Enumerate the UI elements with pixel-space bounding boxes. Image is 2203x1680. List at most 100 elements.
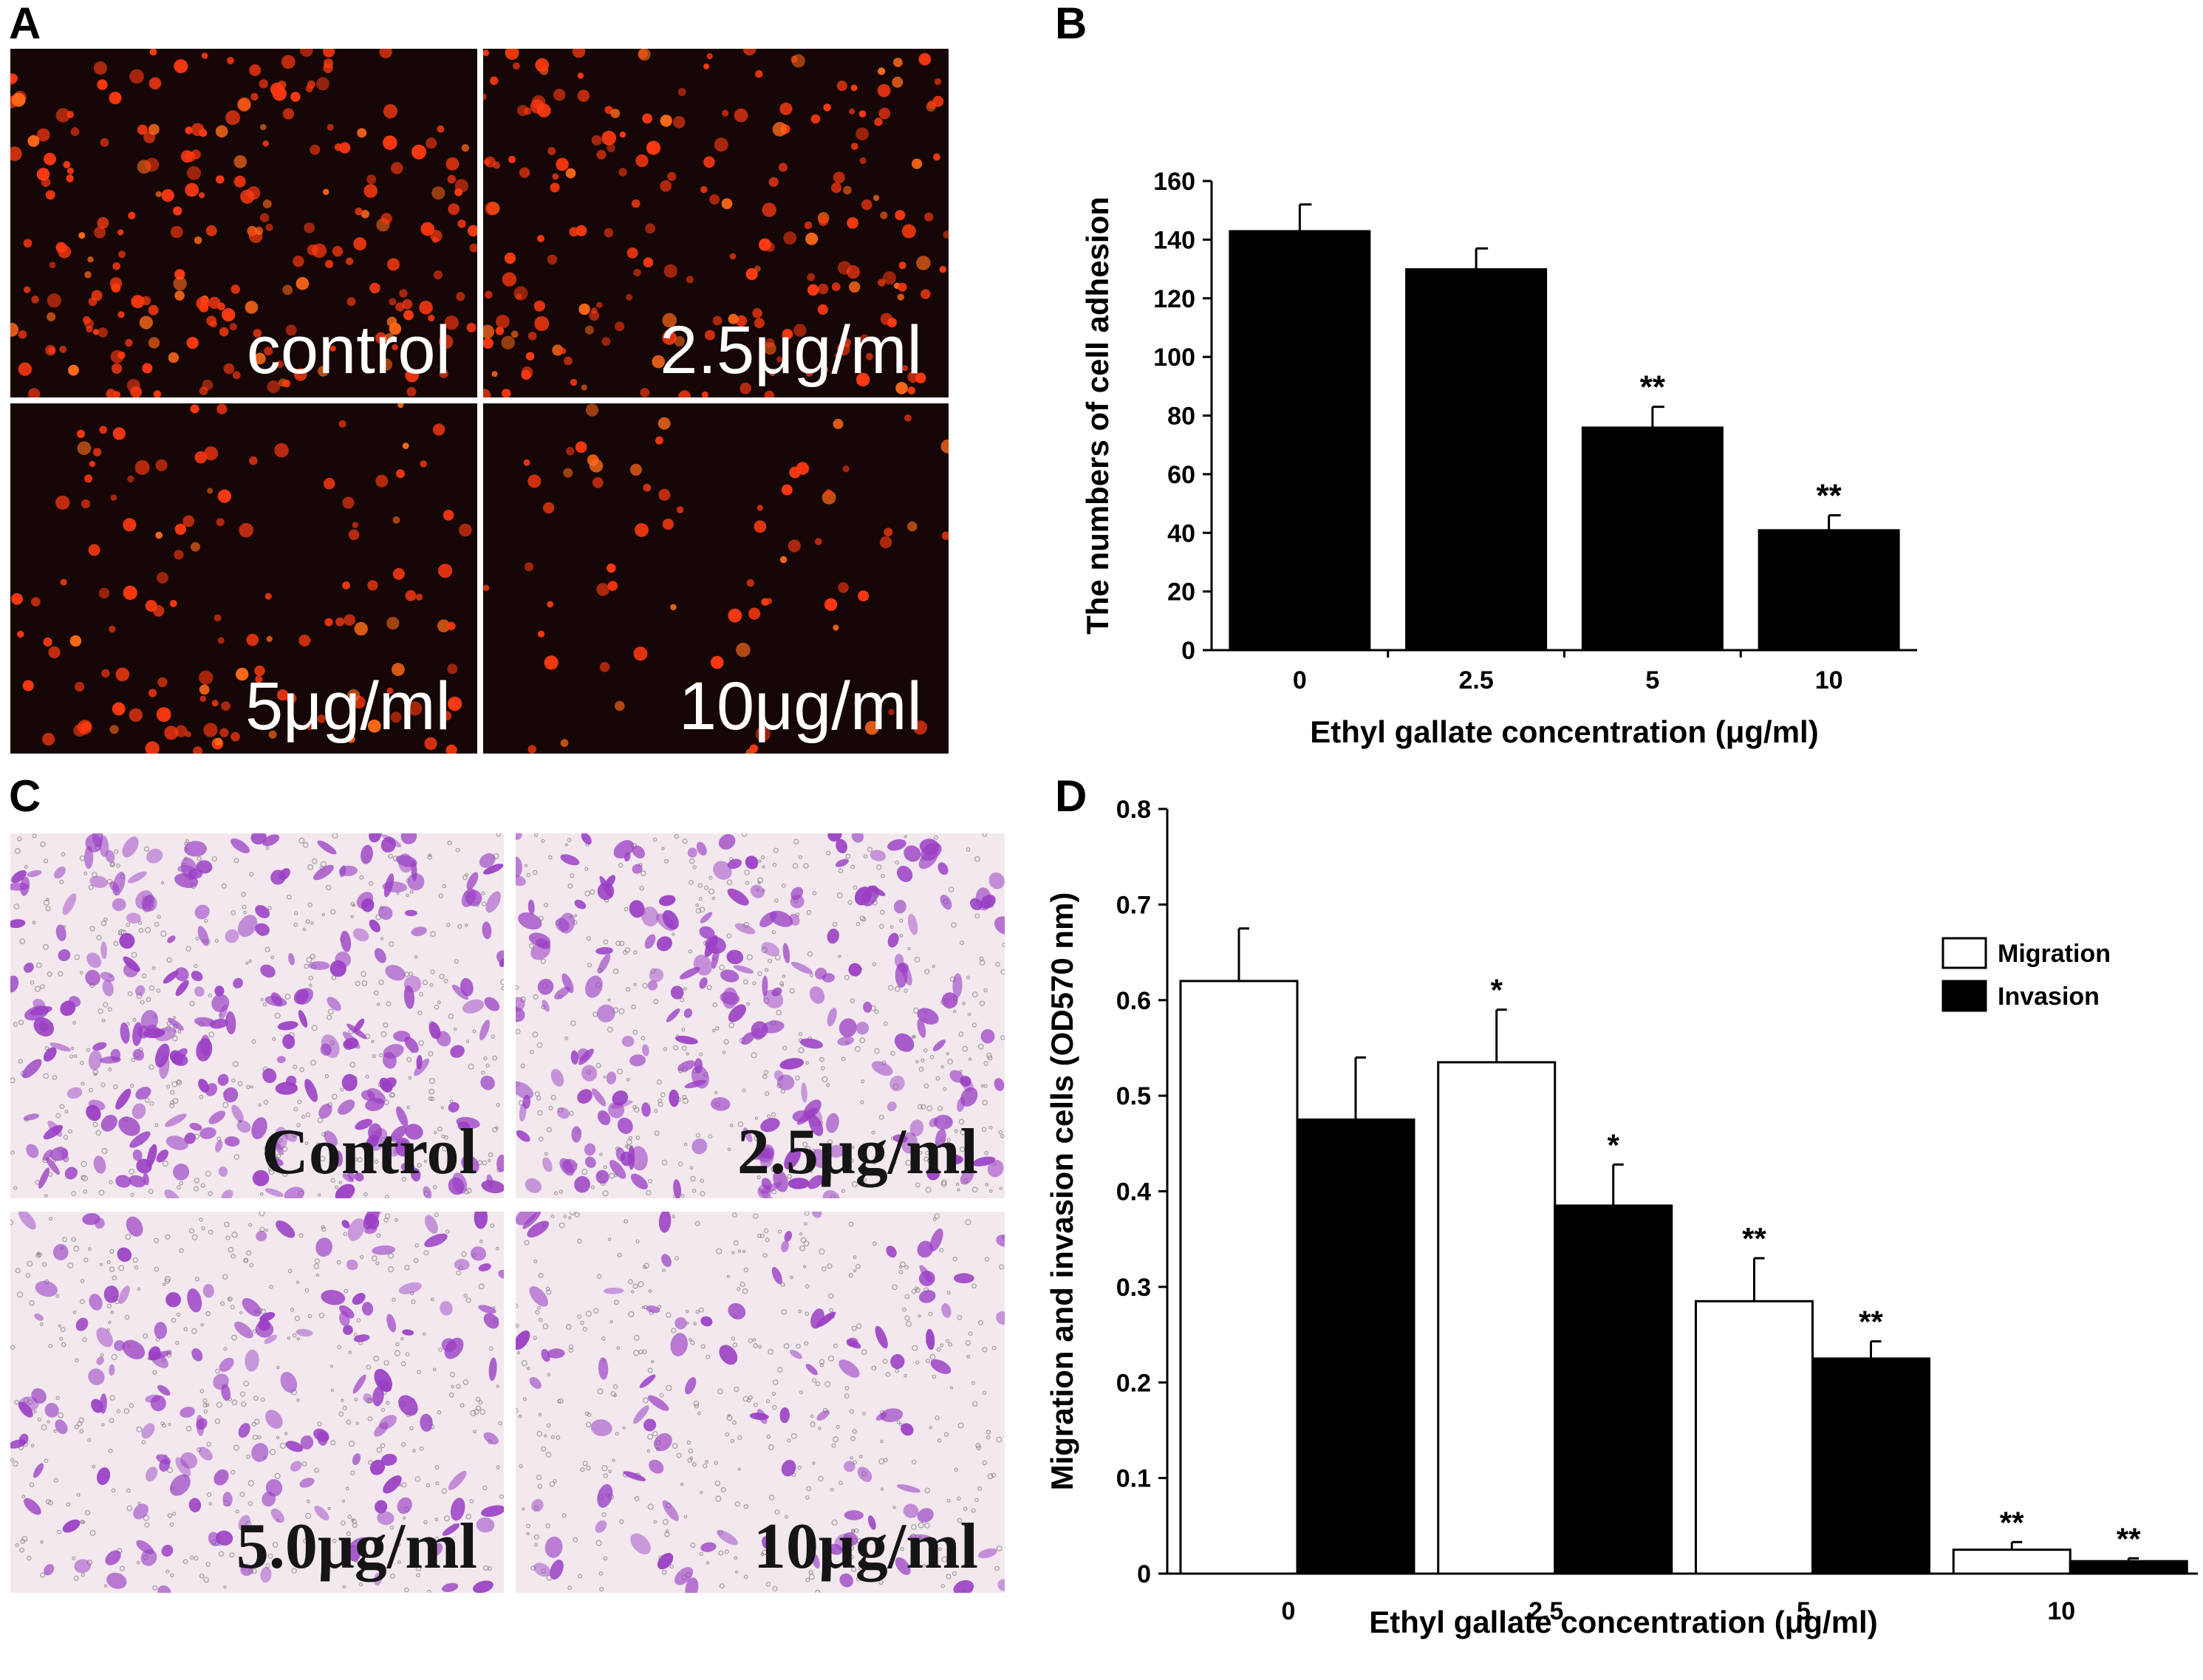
membrane-pore bbox=[324, 1074, 329, 1079]
stained-cell bbox=[33, 999, 46, 1010]
stained-cell bbox=[299, 1478, 315, 1488]
membrane-pore bbox=[646, 1190, 652, 1196]
stained-cell bbox=[411, 926, 427, 937]
fluorescent-cell bbox=[495, 327, 505, 335]
membrane-pore bbox=[780, 1282, 785, 1288]
membrane-pore bbox=[795, 1075, 800, 1081]
stained-cell bbox=[270, 1508, 284, 1523]
fluorescent-cell bbox=[670, 604, 677, 611]
membrane-pore bbox=[682, 1095, 687, 1100]
membrane-pore bbox=[376, 1447, 383, 1453]
fluorescent-cell bbox=[78, 232, 86, 239]
membrane-pore bbox=[131, 952, 137, 958]
membrane-pore bbox=[481, 1071, 485, 1075]
fluorescent-cell bbox=[217, 302, 225, 311]
membrane-pore bbox=[203, 1409, 208, 1414]
stained-cell bbox=[270, 1157, 284, 1167]
membrane-pore bbox=[228, 1246, 234, 1253]
membrane-pore bbox=[853, 1255, 857, 1260]
fluorescent-cell bbox=[403, 310, 414, 321]
stained-cell bbox=[42, 1149, 53, 1161]
membrane-pore bbox=[700, 1178, 704, 1183]
stained-cell bbox=[135, 1086, 151, 1100]
membrane-pore bbox=[895, 860, 900, 865]
membrane-pore bbox=[432, 1185, 437, 1189]
membrane-pore bbox=[602, 1190, 609, 1197]
membrane-pore bbox=[429, 983, 434, 987]
fluorescent-cell bbox=[805, 369, 813, 377]
membrane-pore bbox=[643, 1265, 647, 1269]
fluorescent-cell bbox=[266, 635, 273, 642]
stained-cell bbox=[585, 975, 603, 998]
membrane-pore bbox=[347, 1515, 352, 1519]
stained-cell bbox=[429, 1543, 443, 1557]
stained-cell bbox=[760, 1118, 780, 1133]
membrane-pore bbox=[521, 1360, 527, 1367]
stained-cell bbox=[646, 1305, 660, 1314]
stained-cell bbox=[597, 1110, 611, 1125]
stained-cell bbox=[679, 967, 700, 980]
fluorescent-cell bbox=[93, 448, 102, 457]
membrane-pore bbox=[948, 887, 954, 892]
stained-cell bbox=[474, 1212, 488, 1229]
membrane-pore bbox=[297, 1099, 302, 1104]
membrane-pore bbox=[310, 1059, 317, 1066]
stained-cell bbox=[642, 1044, 649, 1056]
membrane-pore bbox=[593, 1308, 599, 1314]
membrane-pore bbox=[492, 1127, 498, 1133]
stained-cell bbox=[816, 1410, 830, 1421]
membrane-pore bbox=[237, 1081, 243, 1087]
stained-cell bbox=[129, 1131, 151, 1148]
fluorescent-cell bbox=[281, 55, 296, 69]
membrane-pore bbox=[871, 1130, 875, 1135]
stained-cell bbox=[112, 898, 126, 912]
membrane-pore bbox=[912, 1459, 917, 1465]
stained-cell bbox=[148, 1350, 168, 1368]
membrane-pore bbox=[700, 1344, 706, 1349]
membrane-pore bbox=[957, 1314, 963, 1320]
stained-cell bbox=[256, 1230, 267, 1242]
fluorescent-cell bbox=[411, 144, 426, 160]
fluorescent-cell bbox=[519, 167, 530, 178]
stained-cell bbox=[44, 1402, 59, 1418]
membrane-pore bbox=[456, 1270, 461, 1276]
membrane-pore bbox=[317, 1421, 322, 1427]
stained-cell bbox=[550, 1069, 564, 1087]
membrane-pore bbox=[690, 1175, 696, 1182]
membrane-pore bbox=[986, 1435, 991, 1440]
membrane-pore bbox=[624, 1144, 629, 1149]
fluorescent-cell bbox=[193, 746, 203, 754]
fluorescent-cell bbox=[847, 217, 858, 229]
membrane-pore bbox=[327, 1014, 332, 1020]
fluorescent-cell bbox=[110, 494, 117, 501]
stained-cell bbox=[341, 1220, 350, 1229]
stained-cell bbox=[719, 1345, 738, 1365]
stained-cell bbox=[191, 1348, 203, 1362]
membrane-pore bbox=[214, 938, 219, 943]
membrane-pore bbox=[694, 1220, 700, 1226]
stained-cell bbox=[225, 1011, 236, 1035]
fluorescent-cell bbox=[274, 443, 289, 458]
stained-cell bbox=[424, 1233, 448, 1248]
membrane-pore bbox=[776, 1009, 782, 1016]
fluorescent-cell bbox=[550, 182, 560, 193]
membrane-pore bbox=[273, 1166, 278, 1170]
fluorescent-cell bbox=[783, 231, 797, 245]
membrane-pore bbox=[432, 1159, 438, 1165]
membrane-pore bbox=[848, 1158, 854, 1164]
membrane-pore bbox=[52, 1075, 58, 1080]
fluorescent-cell bbox=[129, 69, 144, 84]
membrane-pore bbox=[745, 881, 749, 885]
y-tick-label: 0.1 bbox=[1116, 1465, 1151, 1493]
membrane-pore bbox=[804, 1212, 810, 1216]
stained-cell bbox=[218, 1166, 228, 1177]
fluorescent-cell bbox=[615, 321, 625, 332]
membrane-pore bbox=[544, 1434, 547, 1438]
membrane-pore bbox=[414, 1476, 421, 1482]
membrane-pore bbox=[230, 1305, 235, 1310]
membrane-pore bbox=[717, 1388, 723, 1395]
membrane-pore bbox=[991, 1472, 997, 1478]
fluorescent-cell bbox=[818, 283, 829, 295]
stained-cell bbox=[603, 1287, 624, 1294]
membrane-pore bbox=[374, 1564, 379, 1568]
